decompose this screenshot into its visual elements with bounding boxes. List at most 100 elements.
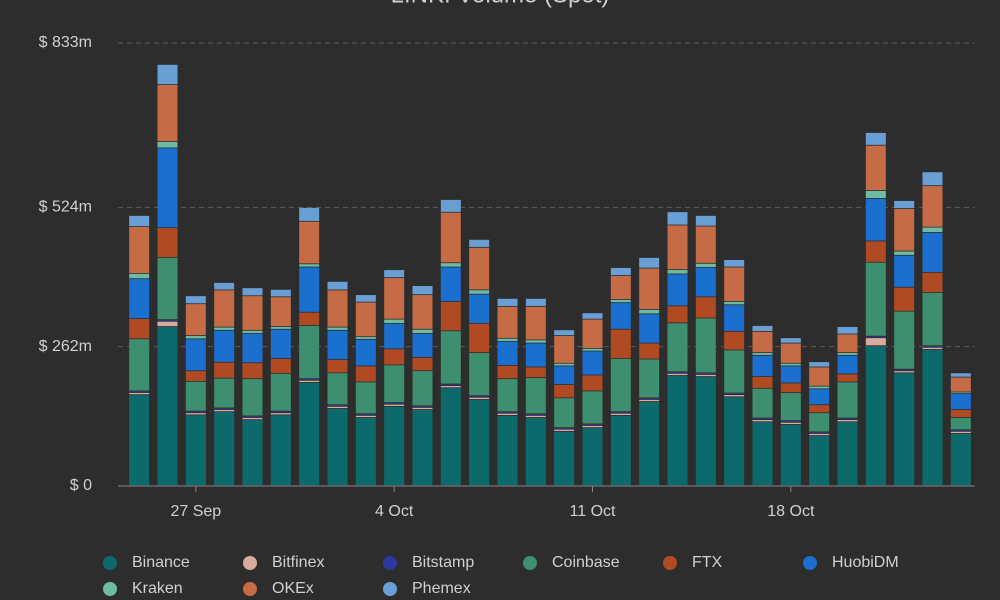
legend-label: HuobiDM <box>832 554 899 571</box>
bar-segment <box>695 374 716 377</box>
x-tick-label: 18 Oct <box>767 503 815 520</box>
bar-segment <box>242 416 263 418</box>
bar-segment <box>412 371 433 406</box>
bar-segment <box>412 295 433 329</box>
bar-segment <box>270 297 291 327</box>
bar-segment <box>780 383 801 393</box>
bar-segment <box>950 433 971 486</box>
bar-segment <box>780 338 801 343</box>
bar-segment <box>780 422 801 425</box>
bar-segment <box>327 405 348 406</box>
bar-segment <box>440 267 461 302</box>
bar-segment <box>129 273 150 279</box>
bar-segment <box>894 369 915 371</box>
bar-segment <box>469 323 490 353</box>
bar-segment <box>837 334 858 353</box>
bar-segment <box>242 363 263 379</box>
bar-segment <box>355 366 376 382</box>
bar-segment <box>950 431 971 434</box>
bar-segment <box>525 415 546 418</box>
bar-segment <box>412 407 433 410</box>
legend-marker <box>383 556 397 570</box>
bar-segment <box>554 384 575 398</box>
bar-segment <box>554 398 575 428</box>
legend-marker <box>103 556 117 570</box>
bar-segment <box>214 408 235 410</box>
bar-segment <box>469 399 490 486</box>
bar-segment <box>525 343 546 367</box>
bar-segment <box>355 382 376 414</box>
bar-segment <box>610 329 631 359</box>
bar-segment <box>752 388 773 418</box>
bar-segment <box>129 395 150 486</box>
bar-segment <box>525 306 546 340</box>
bar-segment <box>554 366 575 385</box>
bar-segment <box>412 333 433 358</box>
bar-segment <box>214 362 235 378</box>
y-tick-label: $ 833m <box>39 34 92 51</box>
bar-segment <box>412 406 433 408</box>
bar-segment <box>582 351 603 375</box>
bar-segment <box>780 343 801 363</box>
bar-segment <box>950 393 971 410</box>
bar-segment <box>270 413 291 415</box>
bar-segment <box>384 406 405 486</box>
bar-segment <box>525 417 546 486</box>
bar-segment <box>894 373 915 486</box>
bar-segment <box>327 290 348 327</box>
bar-segment <box>724 259 745 267</box>
bar-segment <box>440 199 461 212</box>
bar-segment <box>440 388 461 486</box>
bar-segment <box>582 313 603 319</box>
bar-segment <box>837 355 858 374</box>
legend-marker <box>803 556 817 570</box>
bar-segment <box>327 281 348 290</box>
bar-segment <box>837 382 858 418</box>
bar-segment <box>667 225 688 270</box>
bar-segment <box>185 413 206 415</box>
bar-segment <box>950 373 971 377</box>
x-tick-label: 11 Oct <box>570 503 617 520</box>
bar-segment <box>837 326 858 334</box>
bar-segment <box>809 433 830 436</box>
bar-segment <box>497 341 518 366</box>
legend-marker <box>663 556 677 570</box>
bar-segment <box>610 275 631 300</box>
bar-segment <box>242 417 263 420</box>
legend-label: Phemex <box>412 580 471 597</box>
bar-segment <box>610 415 631 486</box>
bar-segment <box>894 208 915 251</box>
bar-segment <box>639 399 660 402</box>
bar-segment <box>355 339 376 366</box>
bar-segment <box>865 145 886 191</box>
legend-marker <box>243 556 257 570</box>
bar-segment <box>384 270 405 278</box>
bar-segment <box>752 355 773 377</box>
bar-segment <box>440 386 461 388</box>
bar-segment <box>695 376 716 486</box>
bar-segment <box>270 326 291 329</box>
bar-segment <box>469 290 490 294</box>
bar-segment <box>894 287 915 311</box>
bar-segment <box>667 212 688 225</box>
bar-segment <box>610 299 631 303</box>
bar-segment <box>582 348 603 351</box>
bar-segment <box>469 247 490 290</box>
bar-segment <box>809 389 830 405</box>
bar-segment <box>469 353 490 396</box>
chart-title: LINK: Volume (Spot) <box>391 0 610 8</box>
bar-segment <box>129 227 150 274</box>
bar-segment <box>157 321 178 327</box>
bar-segment <box>809 405 830 413</box>
bar-segment <box>525 367 546 378</box>
bar-segment <box>582 319 603 348</box>
bar-segment <box>157 141 178 148</box>
legend-label: Binance <box>132 554 190 571</box>
bar-segment <box>610 358 631 412</box>
bar-segment <box>894 255 915 287</box>
legend-marker <box>383 582 397 596</box>
bar-segment <box>214 290 235 327</box>
bar-segment <box>412 357 433 371</box>
bar-segment <box>610 303 631 329</box>
